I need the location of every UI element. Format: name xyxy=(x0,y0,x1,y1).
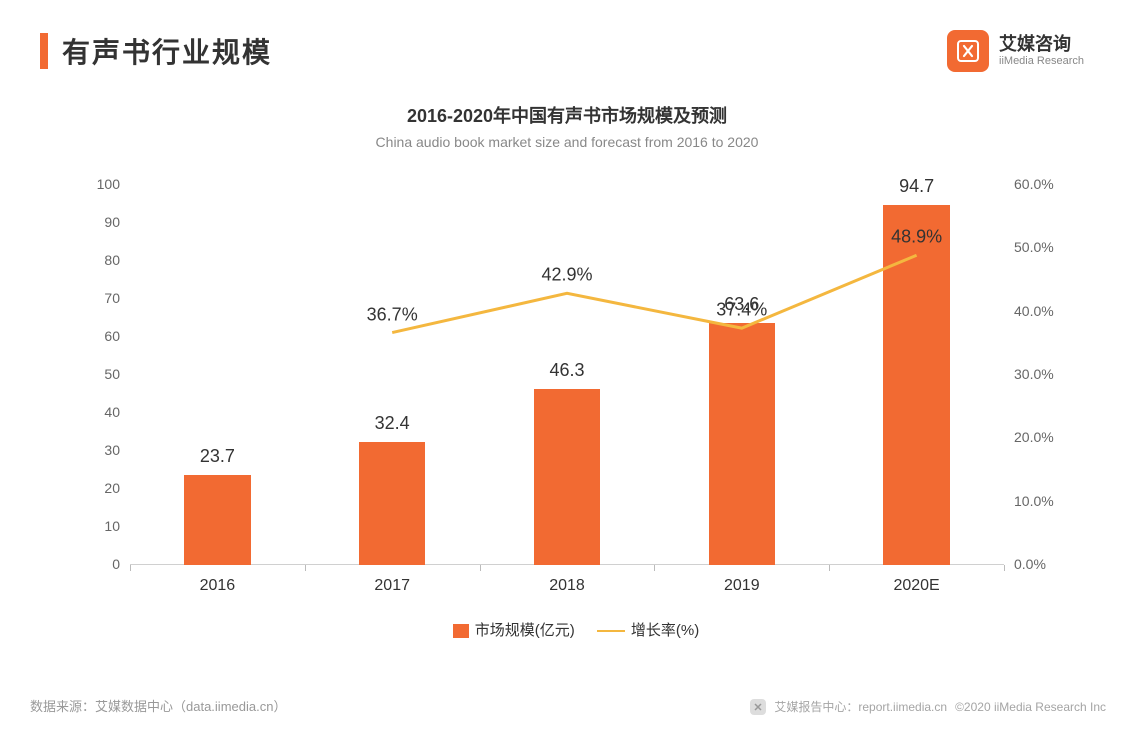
legend-bar-label: 市场规模(亿元) xyxy=(475,622,575,639)
accent-bar-icon xyxy=(40,33,48,69)
y-right-tick-label: 10.0% xyxy=(1014,493,1069,509)
y-left-tick-label: 40 xyxy=(70,404,120,420)
footer-logo-icon xyxy=(750,699,766,715)
footer: 艾媒报告中心：report.iimedia.cn ©2020 iiMedia R… xyxy=(750,698,1106,715)
y-right-tick-label: 30.0% xyxy=(1014,366,1069,382)
legend: 市场规模(亿元) 增长率(%) xyxy=(0,619,1134,640)
y-right-tick-label: 0.0% xyxy=(1014,556,1069,572)
x-category-label: 2019 xyxy=(724,577,760,595)
y-left-tick-label: 100 xyxy=(70,176,120,192)
chart-title-en: China audio book market size and forecas… xyxy=(0,134,1134,150)
x-tick xyxy=(480,565,481,571)
y-left-tick-label: 80 xyxy=(70,252,120,268)
growth-rate-label: 37.4% xyxy=(716,300,767,321)
data-source: 数据来源：艾媒数据中心（data.iimedia.cn） xyxy=(30,696,286,715)
y-right-tick-label: 60.0% xyxy=(1014,176,1069,192)
brand-text: 艾媒咨询 iiMedia Research xyxy=(999,34,1084,69)
growth-rate-label: 36.7% xyxy=(367,304,418,325)
x-category-label: 2018 xyxy=(549,577,585,595)
legend-bar-swatch-icon xyxy=(453,624,469,638)
y-right-tick-label: 20.0% xyxy=(1014,429,1069,445)
y-right-tick-label: 40.0% xyxy=(1014,303,1069,319)
chart-titles: 2016-2020年中国有声书市场规模及预测 China audio book … xyxy=(0,102,1134,150)
page-title: 有声书行业规模 xyxy=(62,31,272,71)
x-tick xyxy=(654,565,655,571)
footer-copyright: ©2020 iiMedia Research Inc xyxy=(955,700,1106,714)
brand-name-cn: 艾媒咨询 xyxy=(999,34,1084,56)
x-category-label: 2016 xyxy=(200,577,236,595)
chart-title-cn: 2016-2020年中国有声书市场规模及预测 xyxy=(0,102,1134,128)
x-category-label: 2020E xyxy=(893,577,939,595)
x-tick xyxy=(130,565,131,571)
growth-rate-label: 48.9% xyxy=(891,227,942,248)
x-tick xyxy=(1004,565,1005,571)
y-left-tick-label: 20 xyxy=(70,480,120,496)
y-left-tick-label: 90 xyxy=(70,214,120,230)
growth-rate-label: 42.9% xyxy=(541,265,592,286)
y-left-tick-label: 70 xyxy=(70,290,120,306)
x-tick xyxy=(829,565,830,571)
brand-logo-icon xyxy=(947,30,989,72)
footer-report-center: 艾媒报告中心：report.iimedia.cn xyxy=(774,698,947,715)
y-left-tick-label: 30 xyxy=(70,442,120,458)
y-left-tick-label: 0 xyxy=(70,556,120,572)
x-tick xyxy=(305,565,306,571)
chart-area: 0 10 20 30 40 50 60 70 80 90 100 0.0% 10.0% 20.0% 30.0… xyxy=(60,175,1074,615)
title-wrap: 有声书行业规模 xyxy=(40,31,272,71)
header: 有声书行业规模 艾媒咨询 iiMedia Research xyxy=(0,0,1134,72)
brand-name-en: iiMedia Research xyxy=(999,55,1084,68)
y-left-tick-label: 60 xyxy=(70,328,120,344)
legend-line-label: 增长率(%) xyxy=(631,622,699,639)
x-category-label: 2017 xyxy=(374,577,410,595)
legend-line-swatch-icon xyxy=(597,630,625,632)
brand: 艾媒咨询 iiMedia Research xyxy=(947,30,1084,72)
y-left-tick-label: 50 xyxy=(70,366,120,382)
growth-line xyxy=(130,185,1004,565)
y-left-tick-label: 10 xyxy=(70,518,120,534)
y-right-tick-label: 50.0% xyxy=(1014,239,1069,255)
